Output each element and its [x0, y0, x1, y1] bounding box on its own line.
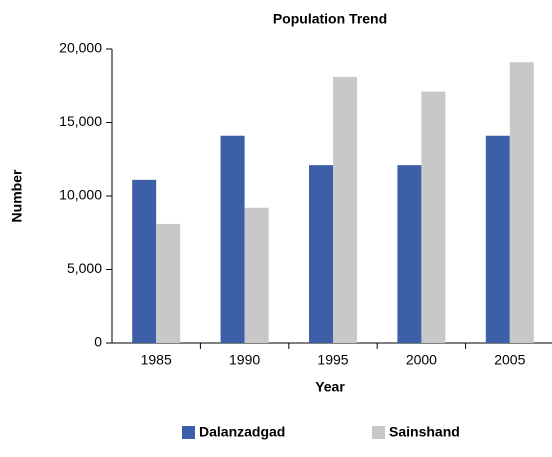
y-axis-label: Number — [9, 169, 25, 222]
bar — [421, 91, 446, 343]
bar — [156, 223, 181, 343]
bar — [132, 179, 157, 343]
y-tick-label: 10,000 — [59, 187, 102, 203]
x-axis-label: Year — [315, 379, 345, 395]
legend-swatch — [182, 426, 195, 439]
bar — [220, 135, 245, 343]
bar — [397, 165, 422, 343]
x-tick-label: 1995 — [317, 352, 348, 368]
y-tick-label: 0 — [94, 334, 102, 350]
x-tick-label: 2005 — [494, 352, 525, 368]
y-tick-label: 15,000 — [59, 113, 102, 129]
bar — [509, 62, 534, 343]
y-tick-label: 20,000 — [59, 40, 102, 56]
legend-label: Sainshand — [389, 424, 460, 440]
bar — [333, 76, 357, 344]
x-tick-label: 2000 — [406, 352, 437, 368]
chart-title: Population Trend — [273, 11, 387, 27]
bar — [485, 135, 510, 343]
legend-label: Dalanzadgad — [199, 424, 285, 440]
bar — [244, 207, 269, 343]
x-tick-label: 1990 — [229, 352, 260, 368]
bar — [309, 165, 333, 343]
legend-swatch — [372, 426, 385, 439]
y-tick-label: 5,000 — [67, 260, 102, 276]
x-tick-label: 1985 — [141, 352, 172, 368]
